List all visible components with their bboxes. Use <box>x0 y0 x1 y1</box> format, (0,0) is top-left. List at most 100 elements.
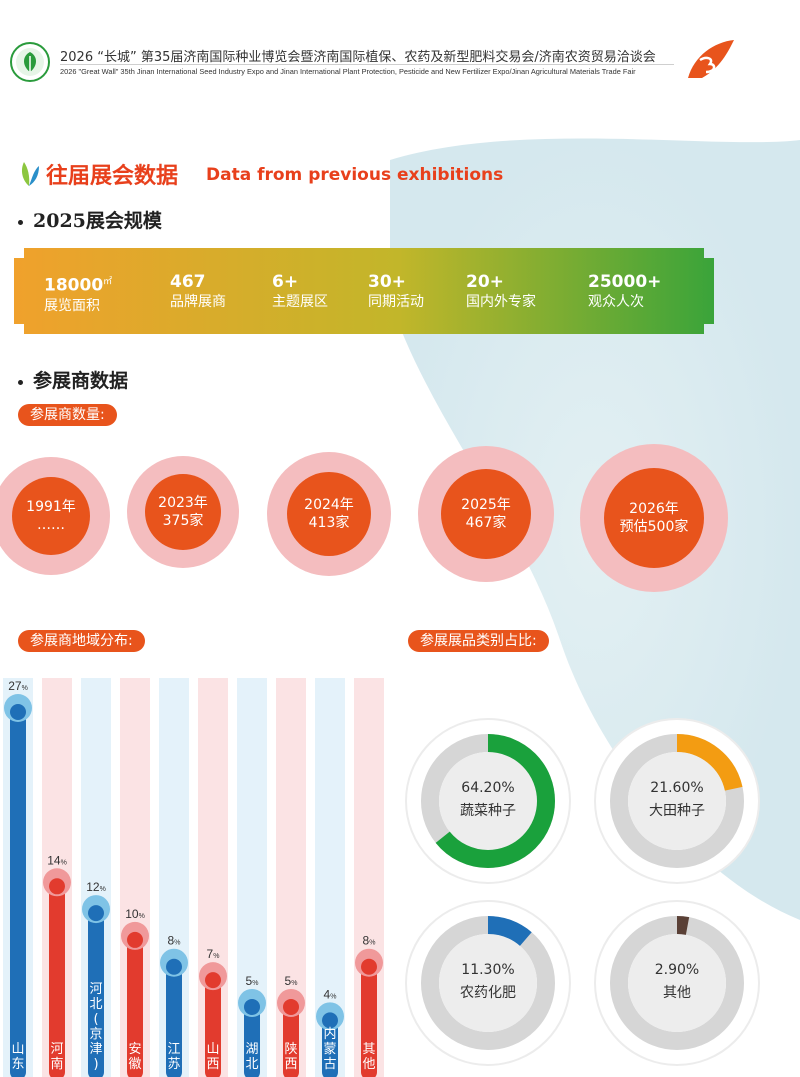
region-bar-value-label: 10% <box>125 907 145 921</box>
donut-slice <box>610 916 744 1050</box>
stat-experts-value: 20+ <box>466 272 504 292</box>
exhibitor-heading-text: 参展商数据 <box>33 370 129 392</box>
donut-field-seeds: 21.60% 大田种子 <box>594 718 760 884</box>
year-2024-line1: 2024年 <box>304 497 354 513</box>
region-bar <box>361 962 377 1077</box>
region-bar-category-label: 陕西 <box>284 1042 297 1072</box>
stat-brands: 467 品牌展商 <box>170 272 226 312</box>
region-bar-category-label: 湖北 <box>245 1042 258 1072</box>
region-bar <box>283 1002 299 1077</box>
donut-center <box>439 752 537 850</box>
bullet-dot <box>18 379 23 385</box>
year-2024-line2: 413家 <box>308 515 350 531</box>
donut-other-value: 2.90% <box>654 962 700 978</box>
region-bar-category-label: 安徽 <box>128 1042 141 1072</box>
year-circle-2023: 2023年 375家 <box>145 474 221 550</box>
donut-field-seeds-svg <box>594 718 760 884</box>
donut-center <box>439 934 537 1032</box>
stat-brands-label: 品牌展商 <box>170 294 226 310</box>
header-divider <box>60 64 674 65</box>
scale-banner: 18000㎡ 展览面积 467 品牌展商 6+ 主题展区 30+ 同期活动 20… <box>14 248 714 334</box>
stat-brands-value: 467 <box>170 272 206 292</box>
stat-area-label: 展览面积 <box>44 297 100 314</box>
donut-pesticide-fertilizer-label: 农药化肥 <box>460 985 516 1001</box>
region-bar-cap-inner <box>283 998 299 1015</box>
region-bar-value-label: 5% <box>246 974 259 988</box>
donut-slice <box>421 916 555 1050</box>
donut-pesticide-fertilizer: 11.30% 农药化肥 <box>405 900 571 1066</box>
donut-field-seeds-label: 大田种子 <box>649 803 705 819</box>
region-bar-value-label: 12% <box>86 880 106 894</box>
header-title-en: 2026 "Great Wall" 35th Jinan Internation… <box>60 67 636 76</box>
region-bar <box>49 882 65 1077</box>
year-circle-1991: 1991年 …… <box>12 477 90 555</box>
donut-center <box>628 934 726 1032</box>
stat-zones-value: 6+ <box>272 272 299 292</box>
section-title-en: Data from previous exhibitions <box>206 165 504 185</box>
exhibitor-count-pill: 参展商数量: <box>18 404 117 426</box>
scale-heading: 2025展会规模 <box>18 206 162 233</box>
section-title-cn: 往届展会数据 <box>46 164 179 189</box>
stat-visitors-value: 25000+ <box>588 272 662 292</box>
stat-experts: 20+ 国内外专家 <box>466 272 536 312</box>
region-bar-category-label: 山东 <box>11 1042 24 1072</box>
region-bar-value-label: 7% <box>207 947 220 961</box>
year-2023-line2: 375家 <box>162 513 204 529</box>
region-bar-category-label: 内蒙古 <box>323 1026 336 1072</box>
region-bar <box>166 962 182 1077</box>
region-bar-cap-inner <box>127 931 143 948</box>
stat-experts-label: 国内外专家 <box>466 294 536 310</box>
region-bar <box>88 909 104 1077</box>
stat-events-label: 同期活动 <box>368 294 424 310</box>
year-2026-line2: 预估500家 <box>619 519 689 535</box>
region-bar-cap-inner <box>244 998 260 1015</box>
stat-events: 30+ 同期活动 <box>368 272 424 312</box>
region-bar <box>10 708 26 1077</box>
region-bar-value-label: 8% <box>363 934 376 948</box>
donut-other-label: 其他 <box>663 985 691 1001</box>
donut-vegetable-seeds: 64.20% 蔬菜种子 <box>405 718 571 884</box>
year-circle-2024: 2024年 413家 <box>287 472 371 556</box>
year-2025-line1: 2025年 <box>461 497 511 513</box>
region-bar-value-label: 5% <box>285 974 298 988</box>
region-bar-cap-inner <box>10 704 26 720</box>
region-bar-chart: 27% 山东 14% 河南 12% 河北(京津) 10% 安徽 8% 江苏 7% 山西 5% 湖北 5% 陕西… <box>0 660 400 1077</box>
donut-slice <box>421 734 555 868</box>
brand-mark-icon <box>688 40 734 78</box>
donut-other: 2.90% 其他 <box>594 900 760 1066</box>
region-bar-value-label: 14% <box>47 853 67 867</box>
region-bar-svg: 27% 山东 14% 河南 12% 河北(京津) 10% 安徽 8% 江苏 7% 山西 5% 湖北 5% 陕西… <box>3 678 384 1077</box>
stat-events-value: 30+ <box>368 272 406 292</box>
stat-area: 18000㎡ 展览面积 <box>44 272 112 316</box>
region-bar-value-label: 8% <box>168 934 181 948</box>
region-bar-category-label: 河北(京津) <box>89 982 102 1072</box>
region-bar <box>322 1016 338 1077</box>
donut-pesticide-fertilizer-value: 11.30% <box>461 962 515 978</box>
region-bar-category-label: 河南 <box>50 1042 63 1072</box>
donut-vegetable-seeds-value: 64.20% <box>461 780 515 796</box>
header: 2026 “长城” 第35届济南国际种业博览会暨济南国际植保、农药及新型肥料交易… <box>0 0 800 100</box>
banner-shape <box>14 248 714 334</box>
region-bar-category-label: 其他 <box>362 1042 375 1072</box>
region-bar <box>244 1002 260 1077</box>
region-bar-cap-inner <box>322 1012 338 1029</box>
region-bar <box>205 976 221 1077</box>
donut-vegetable-seeds-label: 蔬菜种子 <box>460 803 516 819</box>
category-pill: 参展展品类别占比: <box>408 630 549 652</box>
region-bar-cap-inner <box>205 972 221 989</box>
donut-vegetable-seeds-svg <box>405 718 571 884</box>
year-circle-2025: 2025年 467家 <box>441 469 531 559</box>
stat-zones-label: 主题展区 <box>272 294 328 310</box>
stat-zones: 6+ 主题展区 <box>272 272 328 312</box>
donut-field-seeds-value: 21.60% <box>650 780 704 796</box>
year-2026-line1: 2026年 <box>629 501 679 517</box>
region-bar-cap-inner <box>49 878 65 895</box>
leaf-icon <box>21 162 39 186</box>
donut-other-svg <box>594 900 760 1066</box>
stat-visitors-label: 观众人次 <box>588 294 644 310</box>
year-1991-line2: …… <box>37 517 65 533</box>
header-title-cn: 2026 “长城” 第35届济南国际种业博览会暨济南国际植保、农药及新型肥料交易… <box>60 50 656 65</box>
region-bar <box>127 935 143 1077</box>
region-pill: 参展商地域分布: <box>18 630 145 652</box>
bullet-dot <box>18 219 23 225</box>
